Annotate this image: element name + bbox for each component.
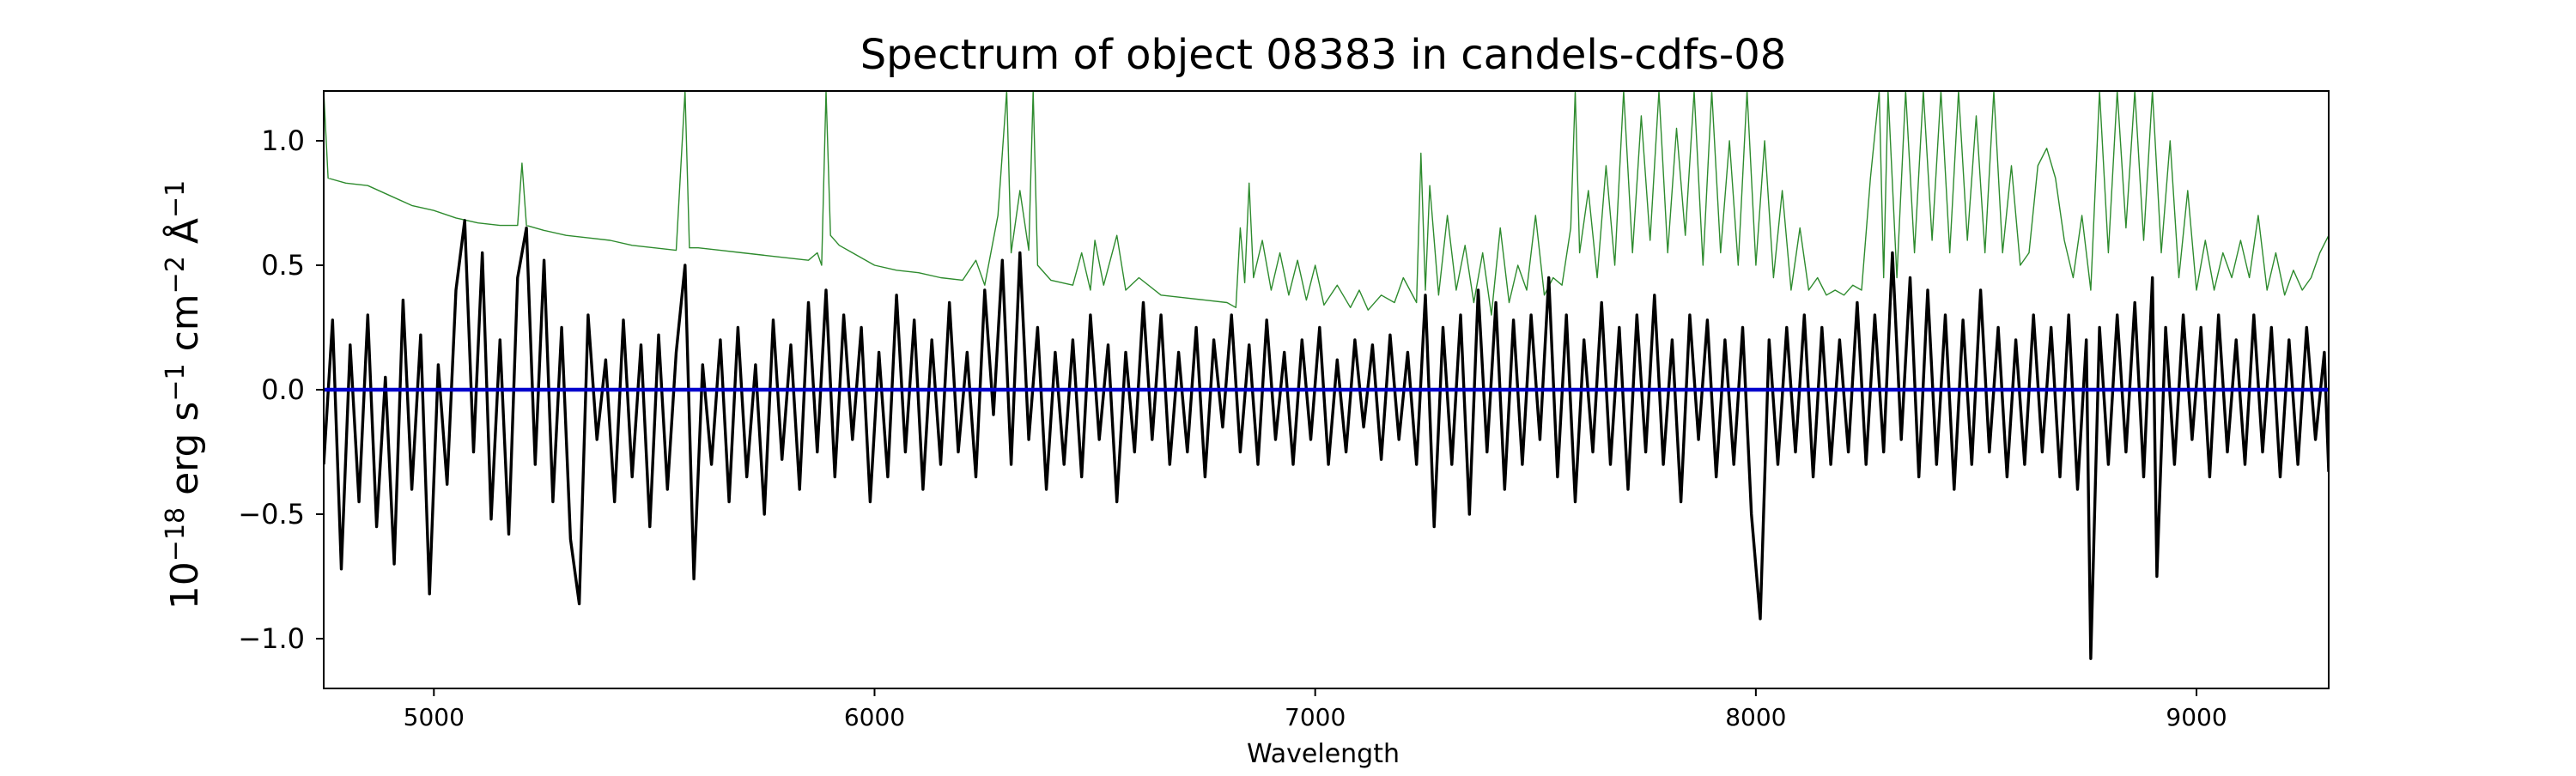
y-axis-label-unit3-exp: −1 [161, 180, 191, 218]
y-axis-label-unit1-exp: −1 [161, 363, 191, 401]
y-axis-label-exp: −18 [161, 507, 191, 561]
axes: 5000 6000 7000 8000 9000 −1.0 −0.5 0.0 0.5 1.0 [238, 90, 2330, 731]
y-axis-label-unit3: Å [161, 218, 207, 256]
chart-title: Spectrum of object 08383 in candels-cdfs… [860, 31, 1787, 79]
y-axis-label-unit2: cm [163, 294, 207, 363]
plot-area [324, 91, 2329, 660]
x-tick-label: 9000 [2166, 703, 2227, 731]
y-axis-label: 10−18 erg s−1 cm−2 Å−1 [161, 180, 207, 609]
y-axis-label-unit2-exp: −2 [161, 256, 191, 294]
y-tick-label: 0.5 [261, 249, 305, 282]
x-tick-label: 5000 [404, 703, 465, 731]
y-tick-label: −0.5 [238, 498, 305, 530]
y-axis-label-base: 10 [163, 561, 207, 609]
x-tick-label: 7000 [1285, 703, 1346, 731]
x-tick-label: 6000 [844, 703, 905, 731]
x-axis-label: Wavelength [1247, 739, 1400, 769]
y-tick-label: −1.0 [238, 622, 305, 655]
y-tick-label: 0.0 [261, 373, 305, 406]
error-series-line [324, 91, 2329, 316]
y-tick-label: 1.0 [261, 124, 305, 157]
y-axis-label-unit1: erg s [163, 402, 207, 507]
flux-series-line [324, 219, 2329, 660]
x-tick-label: 8000 [1725, 703, 1786, 731]
